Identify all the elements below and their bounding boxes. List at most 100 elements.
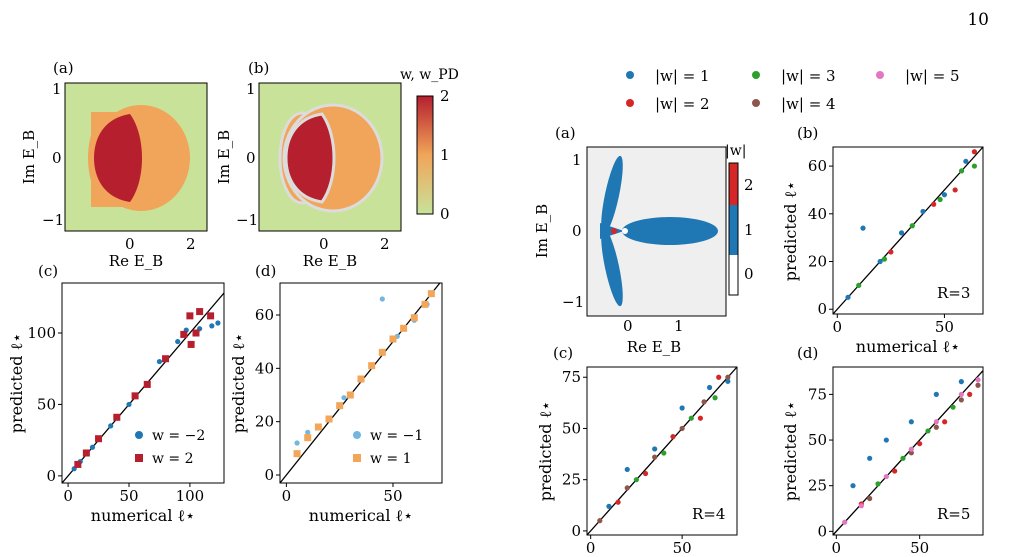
legend: w = −1 w = 1 (353, 428, 423, 467)
ytick-label: 1 (52, 80, 62, 98)
xtick-label: 50 (119, 487, 138, 505)
spectrum-region-white (622, 228, 628, 234)
data-point (162, 355, 170, 363)
data-point (305, 429, 311, 435)
data-point (888, 249, 894, 255)
data-point (126, 401, 132, 408)
data-point (688, 415, 694, 421)
ytick-label: 20 (255, 413, 274, 431)
ytick-label: 25 (562, 471, 581, 489)
data-point (716, 374, 722, 380)
ytick-label: 0 (572, 222, 582, 240)
data-point (187, 340, 195, 348)
ytick-label: 40 (255, 359, 274, 377)
legend-marker (876, 71, 884, 79)
legend-marker (752, 71, 760, 79)
ytick-label: 75 (808, 385, 827, 403)
data-point (95, 435, 103, 443)
data-point (941, 192, 948, 198)
data-point (937, 196, 943, 203)
left-panel-c: (c) 0 50 100 0 50 100 w = −2 w = 2 numerical … (7, 262, 225, 525)
legend-marker-w-minus-1 (353, 431, 361, 439)
xtick-label: 2 (186, 235, 196, 253)
data-point (883, 473, 889, 480)
legend-marker-w-1 (353, 454, 361, 462)
ytick-label: 0 (246, 149, 256, 167)
legend-label: w = 2 (152, 451, 194, 467)
legend-label: w = 1 (370, 451, 412, 467)
ytick-label: 50 (37, 395, 56, 413)
data-point (410, 314, 418, 322)
data-point (898, 230, 905, 236)
xtick-label: 100 (176, 487, 205, 505)
data-point (192, 329, 200, 337)
xtick-label: 0 (833, 318, 843, 336)
ytick-label: −1 (236, 211, 258, 229)
data-point (958, 391, 964, 397)
data-point (357, 375, 365, 383)
colorbar-tick-0: 0 (440, 205, 450, 223)
right-panel-d: (d) 0 50 0 25 50 75 R=5 predicted ℓ⋆ (781, 344, 984, 557)
data-point (615, 499, 621, 505)
data-point (679, 405, 685, 411)
data-point (633, 477, 639, 483)
data-point (679, 425, 685, 432)
colorbar-title: w, w_PD (400, 67, 459, 83)
scatter-plot-left-c: 0 50 100 0 50 100 (27, 292, 225, 505)
data-point (958, 379, 964, 385)
spectrum-region-blue (600, 155, 718, 307)
legend-label: w = −1 (370, 428, 423, 444)
data-point (670, 434, 676, 440)
left-map-axes: 1 0 −1 1 0 −1 0 2 0 2 Re E_B Re E_B Im E… (20, 80, 390, 270)
data-point (712, 395, 718, 401)
right-panel-b: (b) 0 50 0 20 40 60 R=3 numerical ℓ⋆ predicte… (781, 124, 984, 356)
data-point (900, 455, 906, 461)
legend-label: |w| = 1 (655, 67, 710, 85)
ytick-label: 1 (246, 80, 256, 98)
xtick-label: 2 (380, 235, 390, 253)
x-axis-label: Re E_B (627, 338, 681, 356)
legend: w = −2 w = 2 (135, 428, 205, 467)
data-point (143, 380, 151, 388)
legend-label: w = −2 (152, 428, 205, 444)
data-point (925, 428, 931, 434)
panel-label-left-b: (b) (248, 59, 269, 77)
panel-label-left-c: (c) (38, 262, 58, 280)
xtick-label: 0 (832, 539, 842, 557)
right-colorbar: |w| 2 1 0 (725, 143, 754, 296)
panel-label-right-b: (b) (797, 124, 818, 142)
y-axis-label: Im E_B (215, 130, 233, 184)
data-point (975, 382, 981, 388)
data-point (908, 450, 914, 456)
scatter-plot-right-d: 0 50 0 25 50 75 (808, 370, 984, 557)
heatmap-frame (258, 82, 402, 232)
ytick-label: 0 (52, 149, 62, 167)
data-point (892, 468, 898, 474)
data-point (624, 485, 630, 491)
ytick-label: −1 (562, 293, 584, 311)
y-axis-label: predicted ℓ⋆ (536, 401, 555, 502)
data-point (875, 481, 881, 487)
right-panel-c: (c) 0 50 0 25 50 75 R=4 predicted ℓ⋆ (536, 344, 738, 557)
panel-annotation: R=4 (692, 505, 725, 523)
colorbar-segment-0 (729, 255, 738, 295)
data-point (908, 419, 914, 425)
legend-label: |w| = 4 (781, 95, 836, 113)
y-axis-label: predicted ℓ⋆ (781, 181, 800, 282)
legend-marker (626, 99, 634, 107)
data-point (624, 466, 630, 473)
xtick-label: 1 (674, 317, 684, 335)
legend-label: |w| = 3 (781, 67, 836, 85)
left-panel-a: (a) (53, 59, 208, 232)
data-point (175, 338, 181, 345)
scatter-plot-right-b: 0 50 0 20 40 60 (808, 146, 984, 336)
data-point (845, 294, 851, 300)
legend-label: |w| = 5 (905, 67, 960, 85)
data-point (341, 395, 347, 401)
data-point (697, 415, 704, 421)
data-point (706, 384, 713, 391)
data-point (215, 320, 221, 326)
heatmap-region-red (284, 112, 336, 204)
left-colorbar: w, w_PD 2 1 0 (400, 67, 459, 223)
